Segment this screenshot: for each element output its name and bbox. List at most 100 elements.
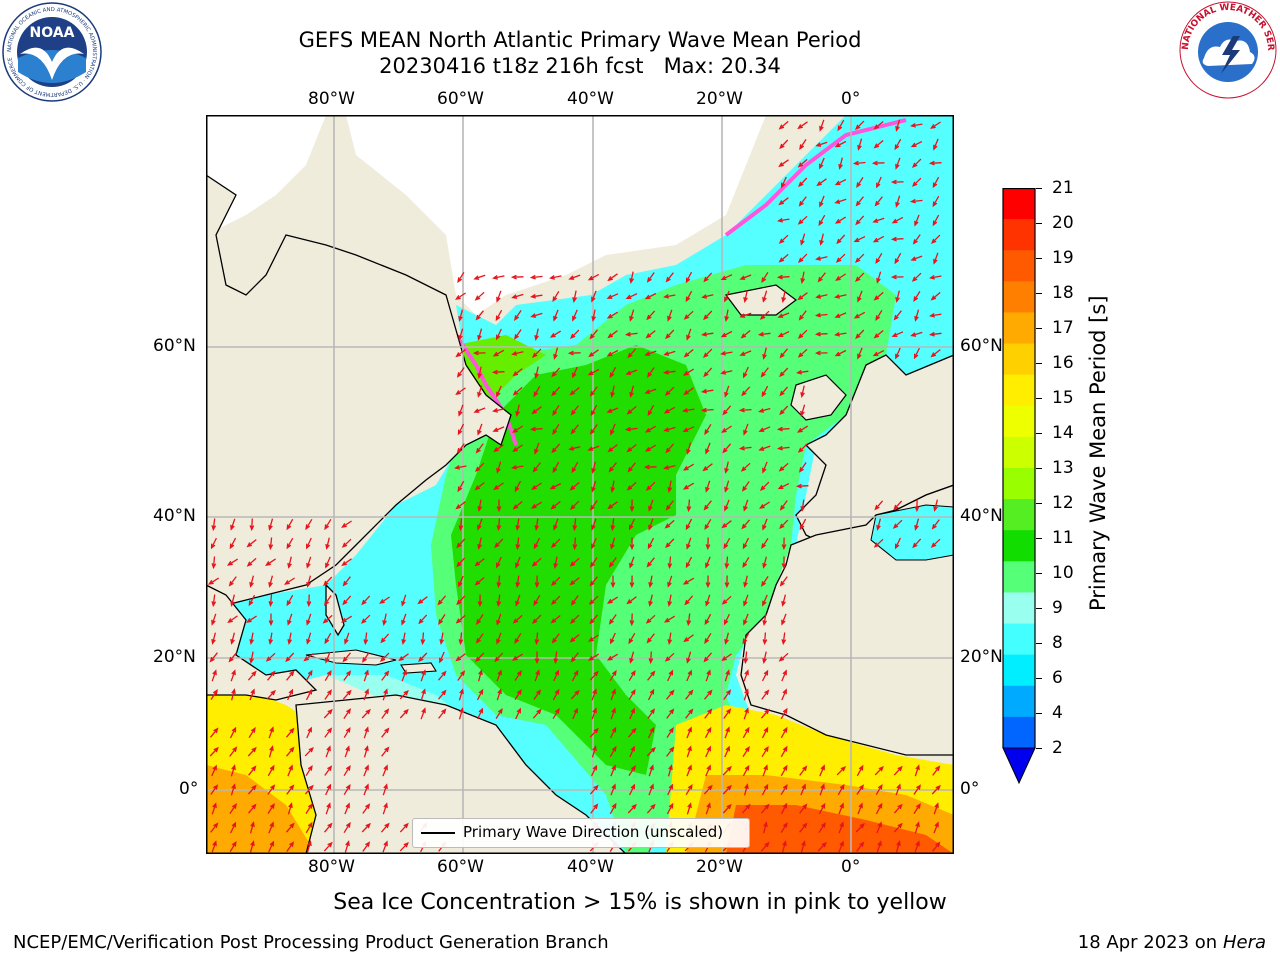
wave-direction-arrow [891,331,904,337]
wave-direction-arrow [779,386,789,397]
wave-direction-arrow [475,652,485,663]
wave-direction-arrow [797,292,808,301]
wave-direction-arrow [838,157,843,170]
wave-direction-arrow [325,802,331,815]
wave-direction-arrow [761,803,770,814]
wave-direction-arrow [229,746,238,757]
wave-direction-arrow [643,464,657,470]
wave-direction-arrow [758,407,771,413]
wave-direction-arrow [721,425,732,433]
wave-direction-arrow [914,518,920,531]
wave-direction-arrow [780,822,788,833]
wave-direction-arrow [723,613,730,626]
wave-direction-arrow [248,726,256,739]
wave-direction-arrow [723,537,731,550]
wave-direction-arrow [817,272,826,283]
wave-direction-arrow [780,764,788,777]
wave-direction-arrow [781,176,787,189]
wave-direction-arrow [893,765,903,776]
wave-direction-arrow [762,461,768,474]
wave-direction-arrow [705,745,711,758]
wave-direction-arrow [646,746,656,757]
wave-direction-arrow [553,309,559,322]
wave-direction-arrow [762,613,768,626]
wave-direction-arrow [211,594,217,608]
wave-direction-arrow [323,595,332,606]
map-frame [206,115,954,854]
colorbar-tick-mark [1036,608,1042,609]
wave-direction-arrow [553,669,559,682]
wave-direction-arrow [246,557,257,567]
wave-direction-arrow [910,122,923,128]
wave-direction-arrow [705,764,711,777]
wave-direction-arrow [895,157,901,170]
wave-direction-arrow [776,426,790,432]
wave-direction-arrow [933,821,939,834]
wave-direction-arrow [739,312,752,318]
wave-direction-arrow [534,442,540,455]
colorbar-segment [1003,219,1035,251]
wave-direction-arrow [760,841,770,852]
wave-direction-arrow [724,309,730,322]
wave-direction-arrow [209,727,219,738]
wave-direction-arrow [743,707,749,720]
wave-direction-arrow [475,633,484,644]
wave-direction-arrow [685,271,693,284]
wave-direction-arrow [591,518,597,531]
wave-direction-arrow [399,841,409,852]
wave-direction-arrow [458,404,464,417]
wave-direction-arrow [588,349,599,358]
wave-direction-arrow [572,518,578,532]
wave-direction-arrow [474,462,485,473]
wave-direction-arrow [891,216,904,224]
colorbar-segment [1003,250,1035,282]
lat-tick-left-0: 0° [179,779,199,799]
wave-direction-arrow [209,652,218,663]
wave-direction-arrow [341,558,352,567]
wave-direction-arrow [894,252,902,265]
wave-direction-arrow [589,386,598,397]
wave-direction-arrow [287,613,293,626]
wave-direction-arrow [512,368,523,377]
wave-direction-arrow [496,461,502,474]
wave-direction-arrow [304,746,314,757]
wave-direction-arrow [705,480,711,493]
wave-direction-arrow [514,632,522,645]
wave-direction-arrow [629,613,635,627]
wave-direction-arrow [572,290,578,303]
wave-direction-arrow [890,274,904,280]
wave-direction-arrow [762,764,768,777]
wave-direction-arrow [743,613,749,626]
lon-tick-top-0: 0° [841,89,861,109]
wave-direction-arrow [437,595,446,606]
wave-direction-arrow [610,385,615,398]
colorbar-title: Primary Wave Mean Period [s] [1086,295,1110,611]
wave-direction-arrow [797,329,808,339]
wave-direction-arrow [438,689,447,700]
wave-direction-arrow [511,293,524,299]
wave-direction-arrow [875,802,883,815]
wave-direction-arrow [249,688,255,701]
wave-direction-arrow [724,461,729,474]
wave-direction-arrow [568,446,581,451]
wave-direction-arrow [795,483,809,489]
wave-direction-arrow [515,707,521,720]
wave-direction-arrow [819,157,825,170]
wave-direction-arrow [664,652,675,662]
wave-direction-arrow [743,499,749,512]
wave-direction-arrow [664,386,675,396]
wave-direction-arrow [740,462,751,472]
wave-direction-arrow [475,310,484,321]
wave-direction-arrow [266,689,276,700]
wave-direction-arrow [363,726,369,739]
wave-direction-arrow [667,556,673,570]
wave-direction-arrow [549,274,562,280]
wave-direction-arrow [475,614,484,625]
wave-direction-arrow [458,328,464,341]
wave-direction-arrow [458,575,464,588]
wave-direction-arrow [343,708,352,719]
wave-direction-arrow [895,290,900,303]
colorbar-tick-mark [1036,293,1042,294]
wave-direction-arrow [268,575,274,588]
lat-tick-left-40n: 40°N [153,506,196,526]
